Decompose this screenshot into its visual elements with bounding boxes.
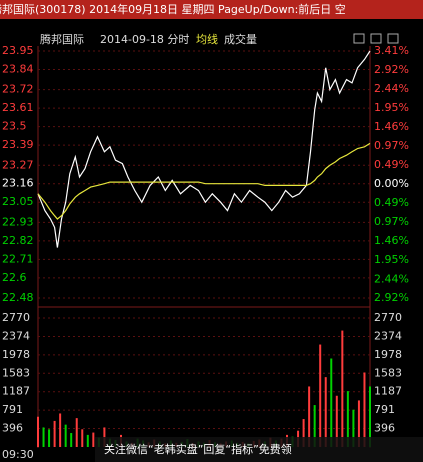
average-line (37, 142, 371, 220)
volume-bar (324, 377, 327, 447)
y-tick-label: 23.5 (2, 120, 27, 133)
volume-bar (48, 429, 51, 447)
volume-bar (330, 358, 333, 447)
volume-bar (346, 391, 349, 447)
volume-bar (357, 400, 360, 447)
y2-tick-label: 2374 (374, 329, 402, 342)
y2-tick-label: 0.97% (374, 215, 409, 228)
icon[interactable] (387, 33, 399, 44)
y2-tick-label: 2.44% (374, 82, 409, 95)
volume-bar (335, 395, 338, 447)
y-tick-label: 22.48 (2, 291, 34, 304)
y-tick-label: 23.05 (2, 195, 34, 208)
volume-bar (352, 409, 355, 447)
y-tick-label: 23.16 (2, 177, 34, 190)
volume-bar (313, 405, 316, 447)
header-bar (0, 0, 423, 19)
y2-tick-label: 1187 (374, 385, 402, 398)
y2-tick-label: 0.00% (374, 177, 409, 190)
watermark: 关注微信“老韩实盘”回复“指标”免费领 (104, 442, 292, 456)
y2-tick-label: 1.95% (374, 253, 409, 266)
volume-bar (369, 386, 371, 447)
icon[interactable] (353, 33, 365, 44)
volume-bar (302, 419, 305, 447)
y2-tick-label: 0.49% (374, 196, 409, 209)
volume-bar (308, 386, 311, 447)
y2-tick-label: 2.92% (374, 63, 409, 76)
x-tick-label: 09:30 (2, 448, 34, 461)
volume-bar (37, 416, 39, 447)
volume-bar (75, 418, 78, 447)
y-tick-label: 23.27 (2, 158, 34, 171)
legend-entry: 均线 (196, 32, 218, 46)
volume-bar (319, 344, 322, 447)
y2-tick-label: 1583 (374, 366, 402, 379)
watermark-bg (95, 437, 423, 462)
y-tick-label: 1187 (2, 385, 30, 398)
y-tick-label: 22.82 (2, 234, 34, 247)
y2-tick-label: 0.97% (374, 139, 409, 152)
y2-tick-label: 2770 (374, 311, 402, 324)
header-text: 腾邦国际(300178) 2014年09月18日 星期四 PageUp/Down… (0, 2, 346, 16)
y-tick-label: 22.6 (2, 271, 27, 284)
y2-tick-label: 2.92% (374, 291, 409, 304)
volume-bar (92, 432, 95, 447)
y2-tick-label: 396 (374, 422, 395, 435)
y-tick-label: 1583 (2, 366, 30, 379)
y-tick-label: 23.61 (2, 101, 34, 114)
y-tick-label: 1978 (2, 348, 30, 361)
chart-title: 腾邦国际 (40, 32, 84, 46)
volume-bar (53, 420, 56, 447)
chart-subtitle: 2014-09-18 分时 (100, 33, 189, 46)
volume-title: 成交量 (224, 32, 257, 46)
y-tick-label: 22.93 (2, 215, 34, 228)
volume-bar (64, 424, 67, 447)
y2-tick-label: 2.44% (374, 272, 409, 285)
y-tick-label: 23.84 (2, 62, 34, 75)
y-tick-label: 2770 (2, 311, 30, 324)
volume-bar (70, 433, 73, 447)
volume-bar (59, 413, 62, 447)
y-tick-label: 23.39 (2, 138, 34, 151)
volume-bar (363, 372, 366, 447)
volume-bar (86, 434, 89, 447)
y2-tick-label: 1.95% (374, 101, 409, 114)
y-tick-label: 396 (2, 422, 23, 435)
y2-tick-label: 1978 (374, 348, 402, 361)
price-line (37, 50, 371, 248)
volume-bar (81, 429, 84, 447)
y-tick-label: 23.95 (2, 44, 34, 57)
y-tick-label: 2374 (2, 329, 30, 342)
plot: 23.95 23.84 23.72 23.61 23.5 23.39 23.27 23.16 2… (2, 44, 409, 461)
volume-bar (341, 330, 344, 447)
y2-tick-label: 3.41% (374, 44, 409, 57)
icon[interactable] (370, 33, 382, 44)
y2-tick-label: 1.46% (374, 120, 409, 133)
y2-tick-label: 791 (374, 403, 395, 416)
y-tick-label: 22.71 (2, 252, 34, 265)
y2-tick-label: 0.49% (374, 158, 409, 171)
y2-tick-label: 1.46% (374, 234, 409, 247)
y-tick-label: 23.72 (2, 83, 34, 96)
y-tick-label: 791 (2, 403, 23, 416)
volume-bar (42, 427, 45, 447)
